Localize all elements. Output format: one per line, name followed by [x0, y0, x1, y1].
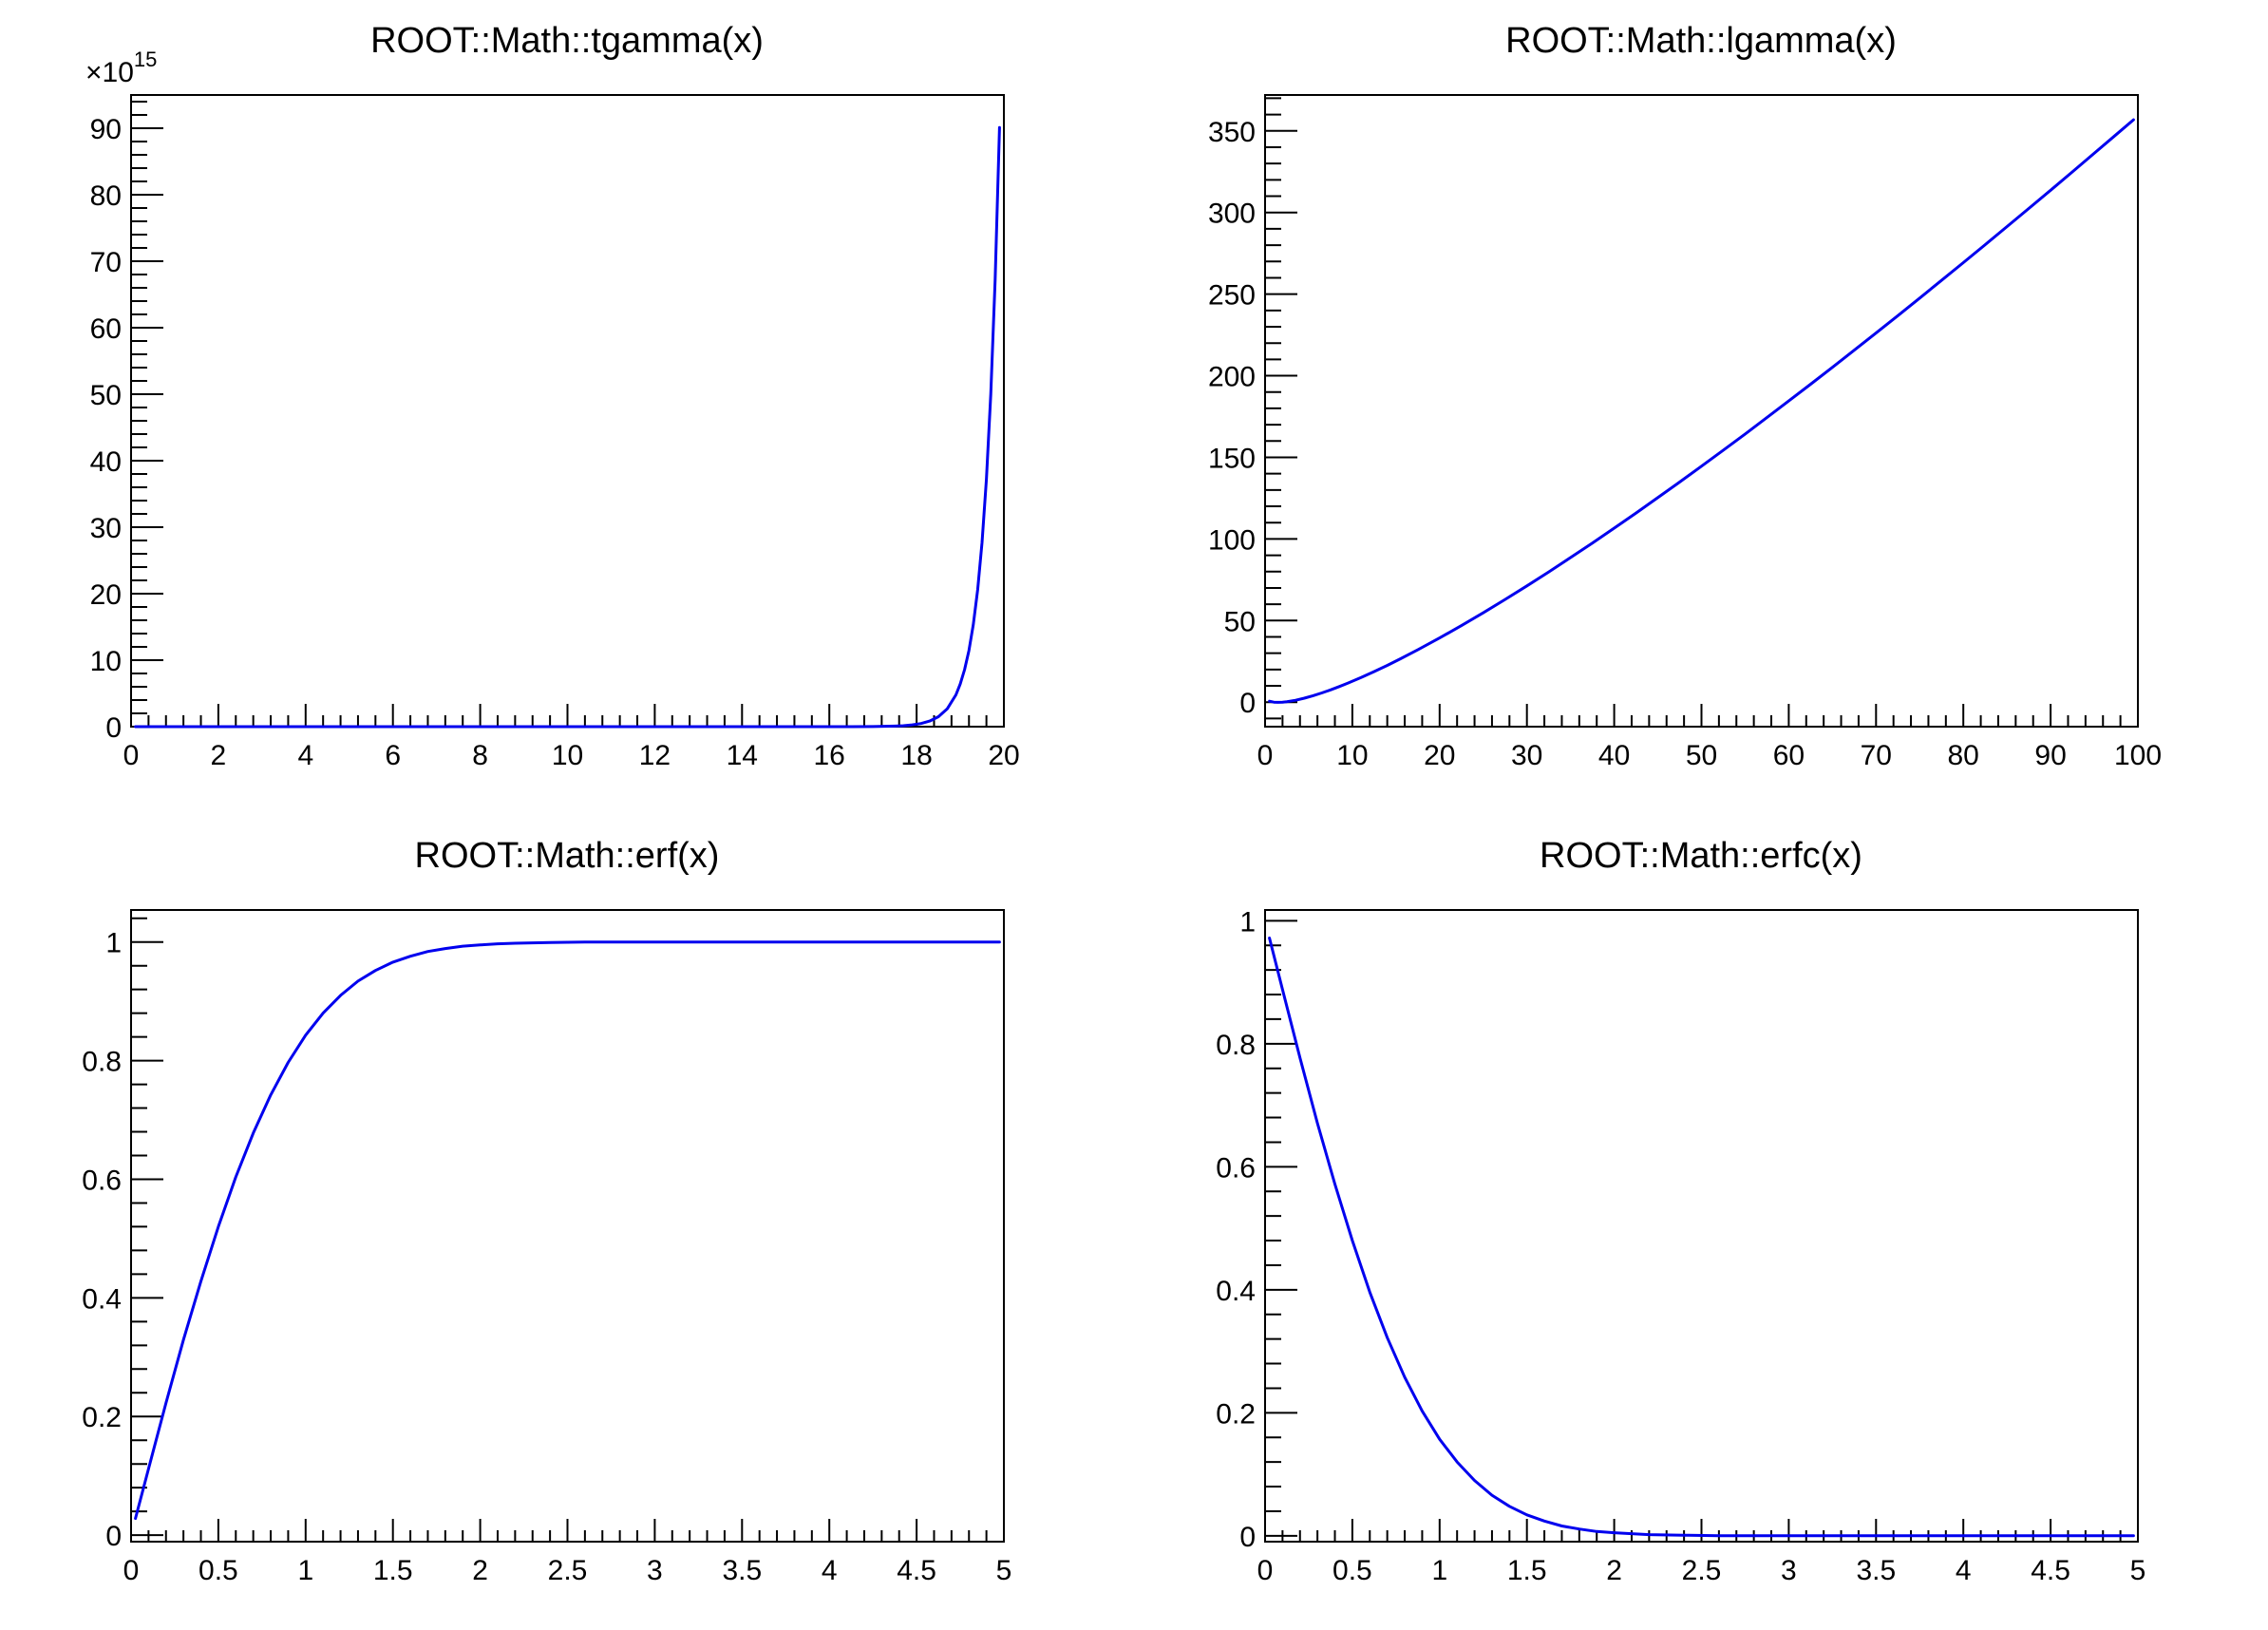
- y-tick-label: 20: [90, 579, 122, 611]
- x-tick-label: 0: [1257, 1555, 1274, 1586]
- y-tick-label: 1: [1239, 906, 1256, 938]
- x-tick-label: 90: [2034, 740, 2066, 771]
- y-tick-label: 300: [1208, 199, 1256, 230]
- x-tick-label: 3: [1781, 1555, 1797, 1586]
- y-tick-label: 40: [90, 446, 122, 478]
- pad-erf: ROOT::Math::erf(x) 0 0.5 1 1.5 2 2.5 3 3.5 4 4.5 5…: [0, 815, 1134, 1630]
- y-tick-label: 60: [90, 313, 122, 345]
- x-tick-label: 18: [900, 740, 932, 771]
- pad-erfc: ROOT::Math::erfc(x) 0 0.5 1 1.5 2 2.5 3 3.5 4 4.5…: [1134, 815, 2268, 1630]
- x-tick-label: 0: [1257, 740, 1274, 771]
- chart-title-erf: ROOT::Math::erf(x): [414, 836, 720, 876]
- function-curve: [134, 940, 1001, 1521]
- y-tick-label: 0.6: [1216, 1152, 1256, 1184]
- y-tick-label: 0: [1239, 688, 1256, 719]
- x-tick-label: 0.5: [198, 1555, 238, 1586]
- y-tick-label: 0.2: [82, 1402, 122, 1433]
- y-tick-label: 50: [90, 380, 122, 411]
- function-curve: [1268, 937, 2135, 1538]
- x-tick-label: 0: [123, 740, 140, 771]
- pad-lgamma: ROOT::Math::lgamma(x) 0 10 20 30 40 50 60 70 80 9…: [1134, 0, 2268, 815]
- chart-title-lgamma: ROOT::Math::lgamma(x): [1505, 21, 1897, 61]
- x-tick-label: 12: [639, 740, 671, 771]
- x-tick-label: 8: [472, 740, 488, 771]
- y-tick-label: 0.6: [82, 1165, 122, 1196]
- x-tick-label: 40: [1598, 740, 1630, 771]
- x-tick-label: 16: [814, 740, 845, 771]
- plot-frame: [1264, 94, 2139, 728]
- x-tick-label: 2: [472, 1555, 488, 1586]
- x-tick-label: 10: [552, 740, 583, 771]
- plot-area-lgamma: 0 10 20 30 40 50 60 70 80 90 100 0 50 100 150 200 250 300…: [1208, 94, 2162, 771]
- x-tick-label: 5: [2130, 1555, 2146, 1586]
- x-tick-label: 1.5: [373, 1555, 413, 1586]
- x-tick-label: 2: [211, 740, 227, 771]
- y-tick-label: 80: [90, 180, 122, 212]
- y-tick-label: 0.8: [82, 1047, 122, 1078]
- pad-tgamma: ROOT::Math::tgamma(x) 0 2 4 6 8 10 12 14 16 18 20 0…: [0, 0, 1134, 815]
- y-tick-label: 0: [1239, 1522, 1256, 1553]
- x-tick-label: 30: [1511, 740, 1542, 771]
- y-tick-label: 0.8: [1216, 1030, 1256, 1061]
- x-tick-label: 70: [1861, 740, 1892, 771]
- y-tick-label: 1: [105, 928, 122, 959]
- y-tick-label: 100: [1208, 524, 1256, 556]
- x-tick-label: 20: [988, 740, 1019, 771]
- x-tick-label: 3: [647, 1555, 663, 1586]
- y-tick-label: 150: [1208, 443, 1256, 474]
- chart-title-tgamma: ROOT::Math::tgamma(x): [370, 21, 764, 61]
- x-tick-label: 2: [1606, 1555, 1622, 1586]
- x-tick-label: 0: [123, 1555, 140, 1586]
- y-tick-label: 70: [90, 247, 122, 278]
- y-tick-label: 0: [105, 712, 122, 744]
- x-tick-label: 1: [297, 1555, 313, 1586]
- plot-area-erfc: 0 0.5 1 1.5 2 2.5 3 3.5 4 4.5 5 0 0.2 0.4 0.6 0.8 1: [1216, 906, 2146, 1586]
- chart-title-erfc: ROOT::Math::erfc(x): [1540, 836, 1862, 876]
- x-tick-label: 3.5: [1856, 1555, 1896, 1586]
- x-tick-label: 14: [727, 740, 758, 771]
- function-curve: [1268, 118, 2135, 704]
- x-tick-label: 4: [1956, 1555, 1972, 1586]
- y-tick-label: 0.4: [1216, 1276, 1256, 1307]
- y-tick-label: 10: [90, 646, 122, 677]
- x-tick-label: 60: [1773, 740, 1805, 771]
- y-tick-label: 0.4: [82, 1283, 122, 1315]
- plot-area-tgamma: 0 2 4 6 8 10 12 14 16 18 20 0 10 20 30 40 50 60 70 80 90 ×101…: [85, 47, 1020, 771]
- x-tick-label: 4.5: [2031, 1555, 2070, 1586]
- x-tick-label: 50: [1686, 740, 1717, 771]
- plot-frame: [1264, 909, 2139, 1543]
- y-tick-label: 90: [90, 114, 122, 145]
- x-tick-label: 4.5: [897, 1555, 936, 1586]
- y-tick-label: 50: [1224, 606, 1256, 637]
- x-tick-label: 20: [1424, 740, 1455, 771]
- y-tick-label: 0: [105, 1521, 122, 1552]
- x-tick-label: 80: [1948, 740, 1979, 771]
- y-tick-label: 0.2: [1216, 1398, 1256, 1430]
- y-axis-exponent: ×1015: [85, 47, 157, 88]
- x-tick-label: 2.5: [1682, 1555, 1722, 1586]
- x-tick-label: 1.5: [1507, 1555, 1547, 1586]
- y-tick-label: 250: [1208, 280, 1256, 312]
- x-tick-label: 2.5: [548, 1555, 588, 1586]
- function-curve: [134, 125, 1001, 729]
- x-tick-label: 0.5: [1332, 1555, 1372, 1586]
- x-tick-label: 10: [1336, 740, 1368, 771]
- x-tick-label: 5: [996, 1555, 1012, 1586]
- plot-frame: [130, 94, 1005, 728]
- plot-area-erf: 0 0.5 1 1.5 2 2.5 3 3.5 4 4.5 5 0 0.2 0.4 0.6 0.8 1: [82, 909, 1012, 1586]
- plot-frame: [130, 909, 1005, 1543]
- x-tick-label: 6: [385, 740, 401, 771]
- x-tick-label: 3.5: [722, 1555, 762, 1586]
- x-tick-label: 4: [297, 740, 313, 771]
- x-tick-label: 4: [822, 1555, 838, 1586]
- x-tick-label: 1: [1431, 1555, 1447, 1586]
- y-tick-label: 30: [90, 513, 122, 544]
- y-tick-label: 200: [1208, 362, 1256, 393]
- y-tick-label: 350: [1208, 117, 1256, 148]
- x-tick-label: 100: [2114, 740, 2162, 771]
